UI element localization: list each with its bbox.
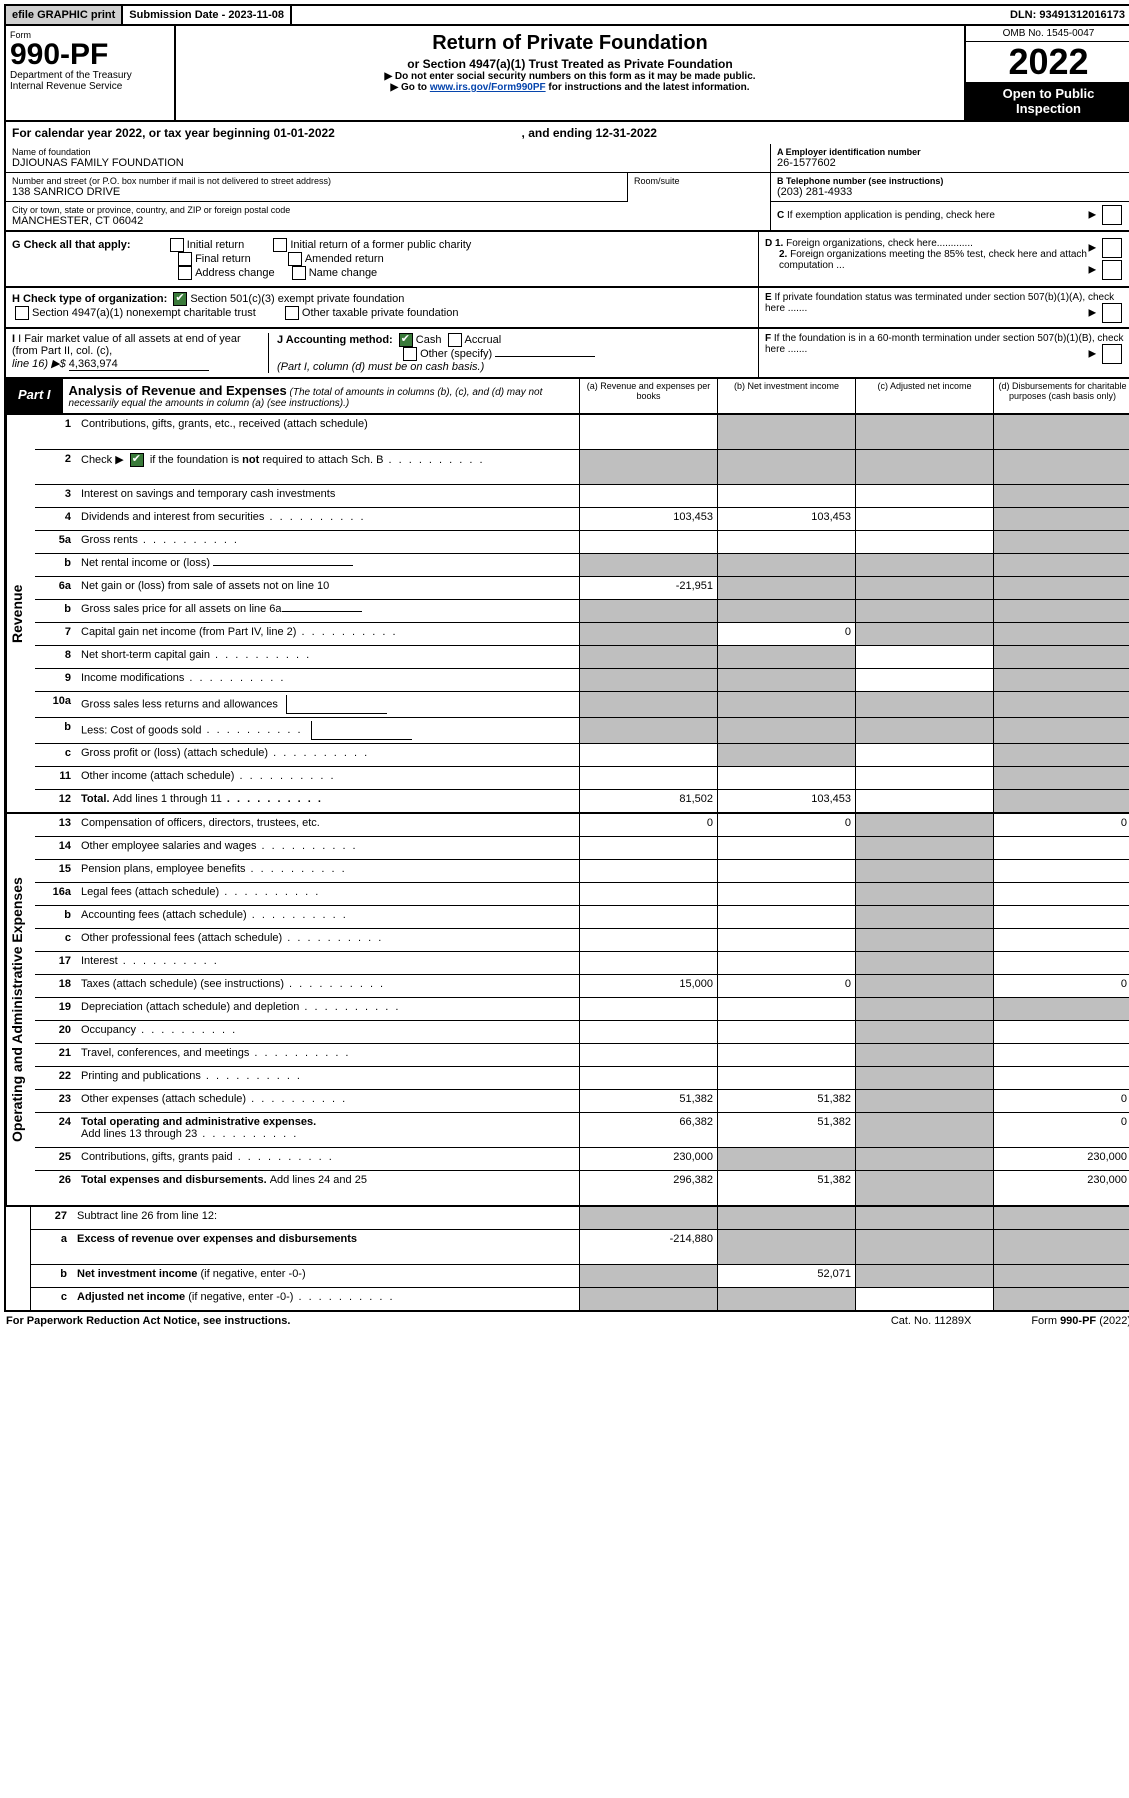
phone-label: B Telephone number (see instructions) (777, 176, 943, 186)
top-bar: efile GRAPHIC print Submission Date - 20… (4, 4, 1129, 26)
revenue-side-label: Revenue (6, 415, 35, 812)
note-ssn: ▶ Do not enter social security numbers o… (180, 71, 960, 82)
val-6a: -21,951 (579, 577, 717, 599)
name-label: Name of foundation (12, 147, 764, 157)
expenses-table: Operating and Administrative Expenses 13… (4, 814, 1129, 1207)
form-title: Return of Private Foundation (180, 32, 960, 55)
page-footer: For Paperwork Reduction Act Notice, see … (4, 1312, 1129, 1330)
dept-treasury: Department of the Treasury (10, 70, 170, 81)
initial-return-checkbox[interactable] (170, 238, 184, 252)
4947a1-checkbox[interactable] (15, 306, 29, 320)
expenses-side-label: Operating and Administrative Expenses (6, 814, 35, 1205)
city-label: City or town, state or province, country… (12, 205, 764, 215)
col-c-header: (c) Adjusted net income (855, 379, 993, 413)
org-info-grid: Name of foundation DJIOUNAS FAMILY FOUND… (4, 144, 1129, 232)
amended-return-checkbox[interactable] (288, 252, 302, 266)
addr-label: Number and street (or P.O. box number if… (12, 176, 621, 186)
omb-number: OMB No. 1545-0047 (966, 26, 1129, 42)
box-g-label: G Check all that apply: (12, 239, 131, 251)
address-change-checkbox[interactable] (178, 266, 192, 280)
tax-year: 2022 (966, 42, 1129, 82)
name-change-checkbox[interactable] (292, 266, 306, 280)
form-ref: Form 990-PF (2022) (1031, 1315, 1129, 1327)
initial-former-checkbox[interactable] (273, 238, 287, 252)
form-number: 990-PF (10, 40, 170, 70)
val-27a: -214,880 (579, 1230, 717, 1264)
street-address: 138 SANRICO DRIVE (12, 186, 621, 198)
cash-basis-note: (Part I, column (d) must be on cash basi… (277, 361, 484, 373)
foundation-name: DJIOUNAS FAMILY FOUNDATION (12, 157, 764, 169)
501c3-checkbox[interactable] (173, 292, 187, 306)
col-a-header: (a) Revenue and expenses per books (579, 379, 717, 413)
val-27b: 52,071 (717, 1265, 855, 1287)
form-header: Form 990-PF Department of the Treasury I… (4, 26, 1129, 122)
paperwork-notice: For Paperwork Reduction Act Notice, see … (6, 1315, 290, 1327)
schb-checkbox[interactable] (130, 453, 144, 467)
val-12a: 81,502 (579, 790, 717, 812)
submission-date: Submission Date - 2023-11-08 (123, 6, 292, 24)
box-ij-row: I I Fair market value of all assets at e… (4, 329, 1129, 379)
fmv-value: 4,363,974 (69, 358, 209, 371)
exemption-pending-label: C If exemption application is pending, c… (777, 210, 995, 221)
irs: Internal Revenue Service (10, 81, 170, 92)
other-taxable-checkbox[interactable] (285, 306, 299, 320)
city-state-zip: MANCHESTER, CT 06042 (12, 215, 764, 227)
val-4a: 103,453 (579, 508, 717, 530)
form-subtitle: or Section 4947(a)(1) Trust Treated as P… (180, 57, 960, 71)
box-e-checkbox[interactable] (1102, 303, 1122, 323)
efile-print-button[interactable]: efile GRAPHIC print (6, 6, 123, 24)
revenue-table: Revenue 1Contributions, gifts, grants, e… (4, 415, 1129, 814)
part1-title: Analysis of Revenue and Expenses (69, 383, 287, 398)
col-d-header: (d) Disbursements for charitable purpose… (993, 379, 1129, 413)
final-return-checkbox[interactable] (178, 252, 192, 266)
calendar-year-line: For calendar year 2022, or tax year begi… (4, 122, 1129, 144)
part1-tag: Part I (6, 379, 63, 413)
box-c-checkbox[interactable] (1102, 205, 1122, 225)
open-to-public: Open to Public Inspection (966, 82, 1129, 120)
box-d1-checkbox[interactable] (1102, 238, 1122, 258)
box-h-label: H Check type of organization: (12, 293, 167, 305)
ein-label: A Employer identification number (777, 147, 921, 157)
irs-link[interactable]: www.irs.gov/Form990PF (430, 82, 546, 93)
box-f-checkbox[interactable] (1102, 344, 1122, 364)
note-goto: ▶ Go to www.irs.gov/Form990PF for instru… (180, 82, 960, 93)
phone: (203) 281-4933 (777, 186, 1125, 198)
accrual-checkbox[interactable] (448, 333, 462, 347)
box-g-row: G Check all that apply: Initial return I… (4, 232, 1129, 288)
room-suite-label: Room/suite (628, 173, 770, 202)
val-7b: 0 (717, 623, 855, 645)
dln: DLN: 93491312016173 (1004, 6, 1129, 24)
box-d2-checkbox[interactable] (1102, 260, 1122, 280)
other-method-checkbox[interactable] (403, 347, 417, 361)
ein: 26-1577602 (777, 157, 1125, 169)
col-b-header: (b) Net investment income (717, 379, 855, 413)
val-12b: 103,453 (717, 790, 855, 812)
line27-table: 27Subtract line 26 from line 12: aExcess… (4, 1207, 1129, 1312)
box-h-row: H Check type of organization: Section 50… (4, 288, 1129, 329)
cash-checkbox[interactable] (399, 333, 413, 347)
val-4b: 103,453 (717, 508, 855, 530)
part1-header: Part I Analysis of Revenue and Expenses … (4, 379, 1129, 415)
cat-no: Cat. No. 11289X (891, 1315, 972, 1327)
